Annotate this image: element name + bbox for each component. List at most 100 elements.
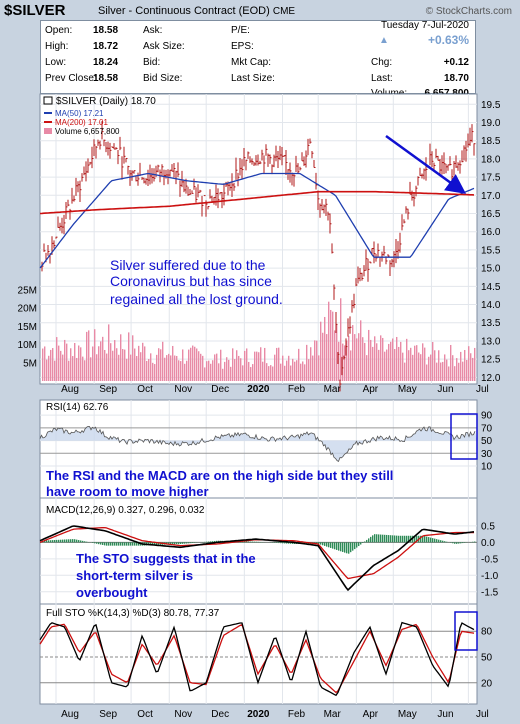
legend-ma50: MA(50) 17.21 [55,109,104,118]
volume-bar [288,355,290,381]
volume-bar [152,362,154,381]
sto-panel [39,603,478,705]
open-value: 18.58 [93,25,119,36]
macd-histogram-bar [434,538,436,543]
volume-bar [170,355,172,381]
volume-bar [266,363,268,381]
macd-histogram-bar [104,542,106,546]
price-note-line-3: regained all the lost ground. [110,291,283,307]
volume-bar [228,359,230,381]
volume-bar [138,345,140,381]
x-axis-label: Sep [99,384,117,395]
x-axis-label: Oct [137,709,153,720]
volume-bar [72,356,74,381]
exchange-text: CME [272,6,296,17]
macd-histogram-bar [132,542,134,546]
macd-histogram-bar [94,542,96,544]
volume-bar [64,339,66,381]
chg-value: +0.12 [443,57,469,68]
volume-bar [466,359,468,381]
volume-bar [374,336,376,381]
macd-histogram-bar [62,539,64,543]
volume-bar [114,340,116,381]
volume-bar [292,358,294,381]
macd-histogram-bar [322,542,324,546]
macd-histogram-bar [278,542,280,544]
volume-bar [302,361,304,381]
price-tick-label: 14.5 [481,282,501,293]
mktcap-label: Mkt Cap: [231,57,272,68]
macd-histogram-bar [82,540,84,543]
macd-histogram-bar [358,542,360,547]
macd-histogram-bar [280,542,282,544]
macd-histogram-bar [54,540,56,543]
macd-histogram-bar [456,542,458,544]
macd-histogram-bar [258,541,260,543]
volume-bar [430,354,432,381]
volume-bar [382,337,384,381]
volume-bar [202,355,204,381]
macd-histogram-bar [126,542,128,546]
volume-bar [248,361,250,381]
volume-bar [122,349,124,381]
macd-histogram-bar [212,541,214,543]
macd-histogram-bar [430,537,432,543]
macd-histogram-bar [110,542,112,546]
volume-bar [48,355,50,381]
macd-histogram-bar [432,538,434,543]
volume-bar [312,355,314,381]
price-tick-label: 18.5 [481,136,501,147]
prev-close-value: 18.58 [93,73,119,84]
sto-annotation: The STO suggests that in the short-term … [76,551,256,600]
macd-histogram-bar [136,542,138,546]
sto-title: Full STO %K(14,3) %D(3) 80.78, 77.37 [46,608,220,619]
rsi-tick-label: 50 [481,436,493,447]
price-tick-label: 13.5 [481,318,501,329]
macd-histogram-bar [112,542,114,546]
macd-histogram-bar [60,539,62,543]
macd-histogram-bar [440,540,442,543]
macd-histogram-bar [360,542,362,545]
quote-date: Tuesday 7-Jul-2020 [380,20,469,31]
macd-histogram-bar [348,542,350,554]
volume-bar [354,334,356,381]
macd-histogram-bar [74,539,76,543]
macd-histogram-bar [50,540,52,543]
x-axis-label: Mar [324,384,342,395]
volume-bar [254,351,256,381]
macd-histogram-bar [152,542,154,546]
volume-bar [318,355,320,381]
macd-histogram-bar [206,541,208,543]
volume-bar [198,351,200,381]
volume-bar [420,354,422,381]
macd-histogram-bar [444,541,446,543]
volume-bar [308,359,310,381]
volume-bar [118,354,120,381]
macd-histogram-bar [424,536,426,543]
macd-histogram-bar [248,541,250,543]
macd-histogram-bar [290,542,292,544]
brand-watermark[interactable]: © StockCharts.com [425,6,512,17]
volume-bar [82,356,84,381]
volume-bar [342,343,344,381]
volume-bar [364,342,366,381]
macd-histogram-bar [100,542,102,545]
macd-histogram-bar [276,542,278,543]
sto-d-line [39,623,475,694]
volume-tick-label: 10M [18,340,37,351]
prev-close-label: Prev Close: [45,73,97,84]
price-note-line-2: Coronavirus but has since [110,273,272,289]
macd-histogram-bar [170,542,172,545]
macd-histogram-bar [186,542,188,544]
volume-bar [238,355,240,381]
macd-histogram-bar [370,536,372,543]
macd-histogram-bar [442,540,444,543]
volume-bar [438,350,440,381]
volume-bar [422,343,424,381]
macd-title: MACD(12,26,9) 0.327, 0.296, 0.032 [46,505,205,516]
macd-histogram-bar [378,534,380,543]
x-axis-label: Sep [99,709,117,720]
x-axis-label: Jul [476,384,489,395]
volume-bar [440,362,442,381]
macd-histogram-bar [52,540,54,543]
